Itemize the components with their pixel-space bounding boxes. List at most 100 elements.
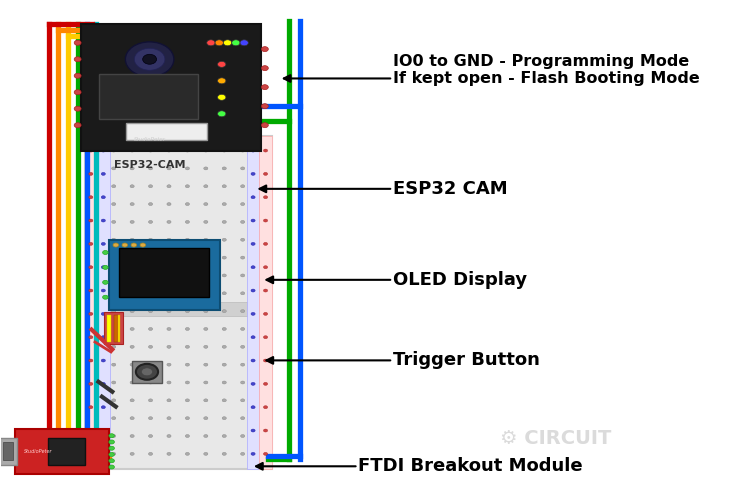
Circle shape: [241, 184, 244, 188]
Circle shape: [232, 40, 240, 46]
Circle shape: [112, 202, 116, 205]
Circle shape: [101, 242, 106, 246]
Bar: [3, 442, 13, 460]
Circle shape: [185, 346, 190, 348]
Circle shape: [131, 243, 136, 247]
Circle shape: [88, 149, 93, 152]
Circle shape: [263, 149, 268, 152]
Circle shape: [88, 242, 93, 246]
Circle shape: [130, 363, 134, 366]
Circle shape: [204, 292, 208, 295]
Circle shape: [167, 452, 171, 456]
Circle shape: [88, 312, 93, 316]
Circle shape: [204, 184, 208, 188]
Circle shape: [130, 292, 134, 295]
Circle shape: [241, 363, 244, 366]
Circle shape: [185, 381, 190, 384]
Circle shape: [222, 292, 226, 295]
Bar: [247, 136, 259, 469]
Circle shape: [204, 274, 208, 277]
Circle shape: [148, 346, 153, 348]
Circle shape: [148, 452, 153, 456]
Circle shape: [101, 172, 106, 176]
Circle shape: [112, 381, 116, 384]
Circle shape: [142, 368, 152, 376]
Circle shape: [262, 122, 268, 128]
Circle shape: [113, 243, 118, 247]
Circle shape: [109, 440, 115, 444]
Circle shape: [74, 106, 81, 111]
Bar: [109, 240, 220, 310]
Circle shape: [185, 238, 190, 242]
Circle shape: [263, 336, 268, 338]
Circle shape: [109, 446, 115, 450]
Circle shape: [207, 40, 215, 46]
Text: IO0 to GND - Programming Mode
If kept open - Flash Booting Mode: IO0 to GND - Programming Mode If kept op…: [393, 54, 700, 86]
Circle shape: [241, 452, 244, 456]
Circle shape: [101, 219, 106, 222]
Circle shape: [148, 184, 153, 188]
Circle shape: [222, 202, 226, 205]
Circle shape: [167, 167, 171, 170]
Circle shape: [263, 359, 268, 362]
Circle shape: [148, 310, 153, 312]
Circle shape: [167, 328, 171, 330]
Circle shape: [148, 220, 153, 224]
Circle shape: [101, 266, 106, 268]
Circle shape: [222, 220, 226, 224]
Circle shape: [240, 40, 248, 46]
Bar: [97, 136, 109, 469]
Circle shape: [130, 256, 134, 259]
Circle shape: [185, 452, 190, 456]
Circle shape: [74, 90, 81, 94]
Bar: [132, 361, 162, 383]
Circle shape: [262, 46, 268, 52]
Circle shape: [241, 238, 244, 242]
Circle shape: [142, 54, 157, 64]
Circle shape: [217, 111, 226, 117]
Circle shape: [101, 312, 106, 316]
Circle shape: [112, 238, 116, 242]
Circle shape: [217, 62, 226, 68]
Circle shape: [109, 459, 115, 463]
Circle shape: [88, 336, 93, 338]
Circle shape: [251, 289, 255, 292]
Circle shape: [241, 434, 244, 438]
Circle shape: [112, 399, 116, 402]
Circle shape: [130, 310, 134, 312]
Circle shape: [263, 312, 268, 316]
Circle shape: [222, 399, 226, 402]
Circle shape: [222, 238, 226, 242]
Circle shape: [222, 381, 226, 384]
Circle shape: [130, 202, 134, 205]
Circle shape: [88, 266, 93, 268]
Circle shape: [148, 238, 153, 242]
Circle shape: [222, 167, 226, 170]
Circle shape: [251, 406, 255, 408]
Circle shape: [263, 406, 268, 408]
Circle shape: [224, 40, 232, 46]
Circle shape: [112, 184, 116, 188]
Bar: [114, 314, 118, 342]
Circle shape: [204, 328, 208, 330]
Bar: [118, 314, 120, 342]
Circle shape: [88, 406, 93, 408]
Circle shape: [167, 399, 171, 402]
Bar: [85, 136, 272, 469]
Circle shape: [101, 406, 106, 408]
Bar: [85, 136, 97, 469]
Circle shape: [204, 381, 208, 384]
Circle shape: [251, 196, 255, 198]
Circle shape: [204, 238, 208, 242]
Circle shape: [130, 167, 134, 170]
Circle shape: [167, 381, 171, 384]
Circle shape: [130, 346, 134, 348]
Circle shape: [103, 295, 108, 299]
Circle shape: [101, 452, 106, 456]
Circle shape: [88, 172, 93, 176]
Circle shape: [167, 149, 171, 152]
Circle shape: [204, 399, 208, 402]
Circle shape: [217, 94, 226, 100]
Circle shape: [167, 416, 171, 420]
Circle shape: [185, 220, 190, 224]
